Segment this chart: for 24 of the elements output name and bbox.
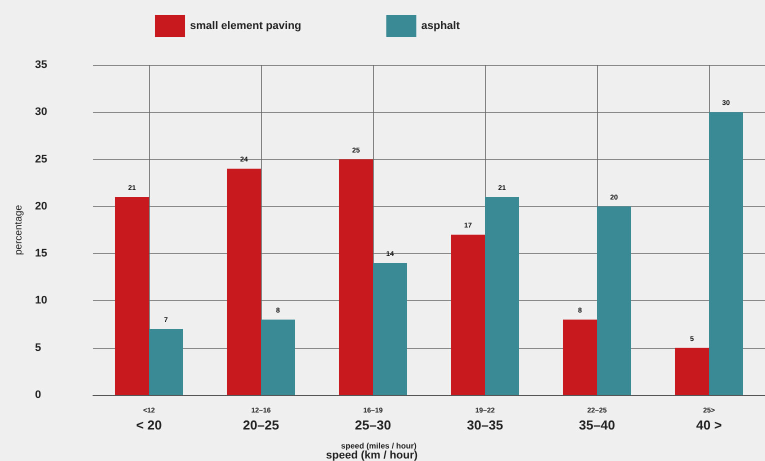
bar <box>373 263 407 395</box>
y-axis-title: percentage <box>14 204 25 256</box>
bar <box>339 159 373 395</box>
y-tick-label: 15 <box>35 248 48 260</box>
bar <box>451 234 485 395</box>
y-tick-label: 20 <box>35 200 48 212</box>
bar <box>675 348 709 395</box>
bar <box>709 112 743 395</box>
bar <box>227 168 261 395</box>
legend-label: asphalt <box>421 20 460 32</box>
bar <box>485 197 519 395</box>
y-tick-label: 10 <box>35 294 48 307</box>
bar <box>149 329 183 395</box>
bar <box>115 197 149 395</box>
y-tick-label: 25 <box>35 153 48 166</box>
bar <box>261 320 295 395</box>
y-tick-label: 0 <box>35 389 42 401</box>
y-tick-label: 35 <box>35 59 48 71</box>
y-tick-label: 30 <box>35 106 48 118</box>
y-tick-label: 5 <box>35 342 42 354</box>
bar <box>597 206 631 395</box>
legend-label: small element paving <box>190 20 302 32</box>
bar <box>563 320 597 395</box>
x-axis-title: speed (miles / hour) speed (km / hour) <box>326 442 418 461</box>
